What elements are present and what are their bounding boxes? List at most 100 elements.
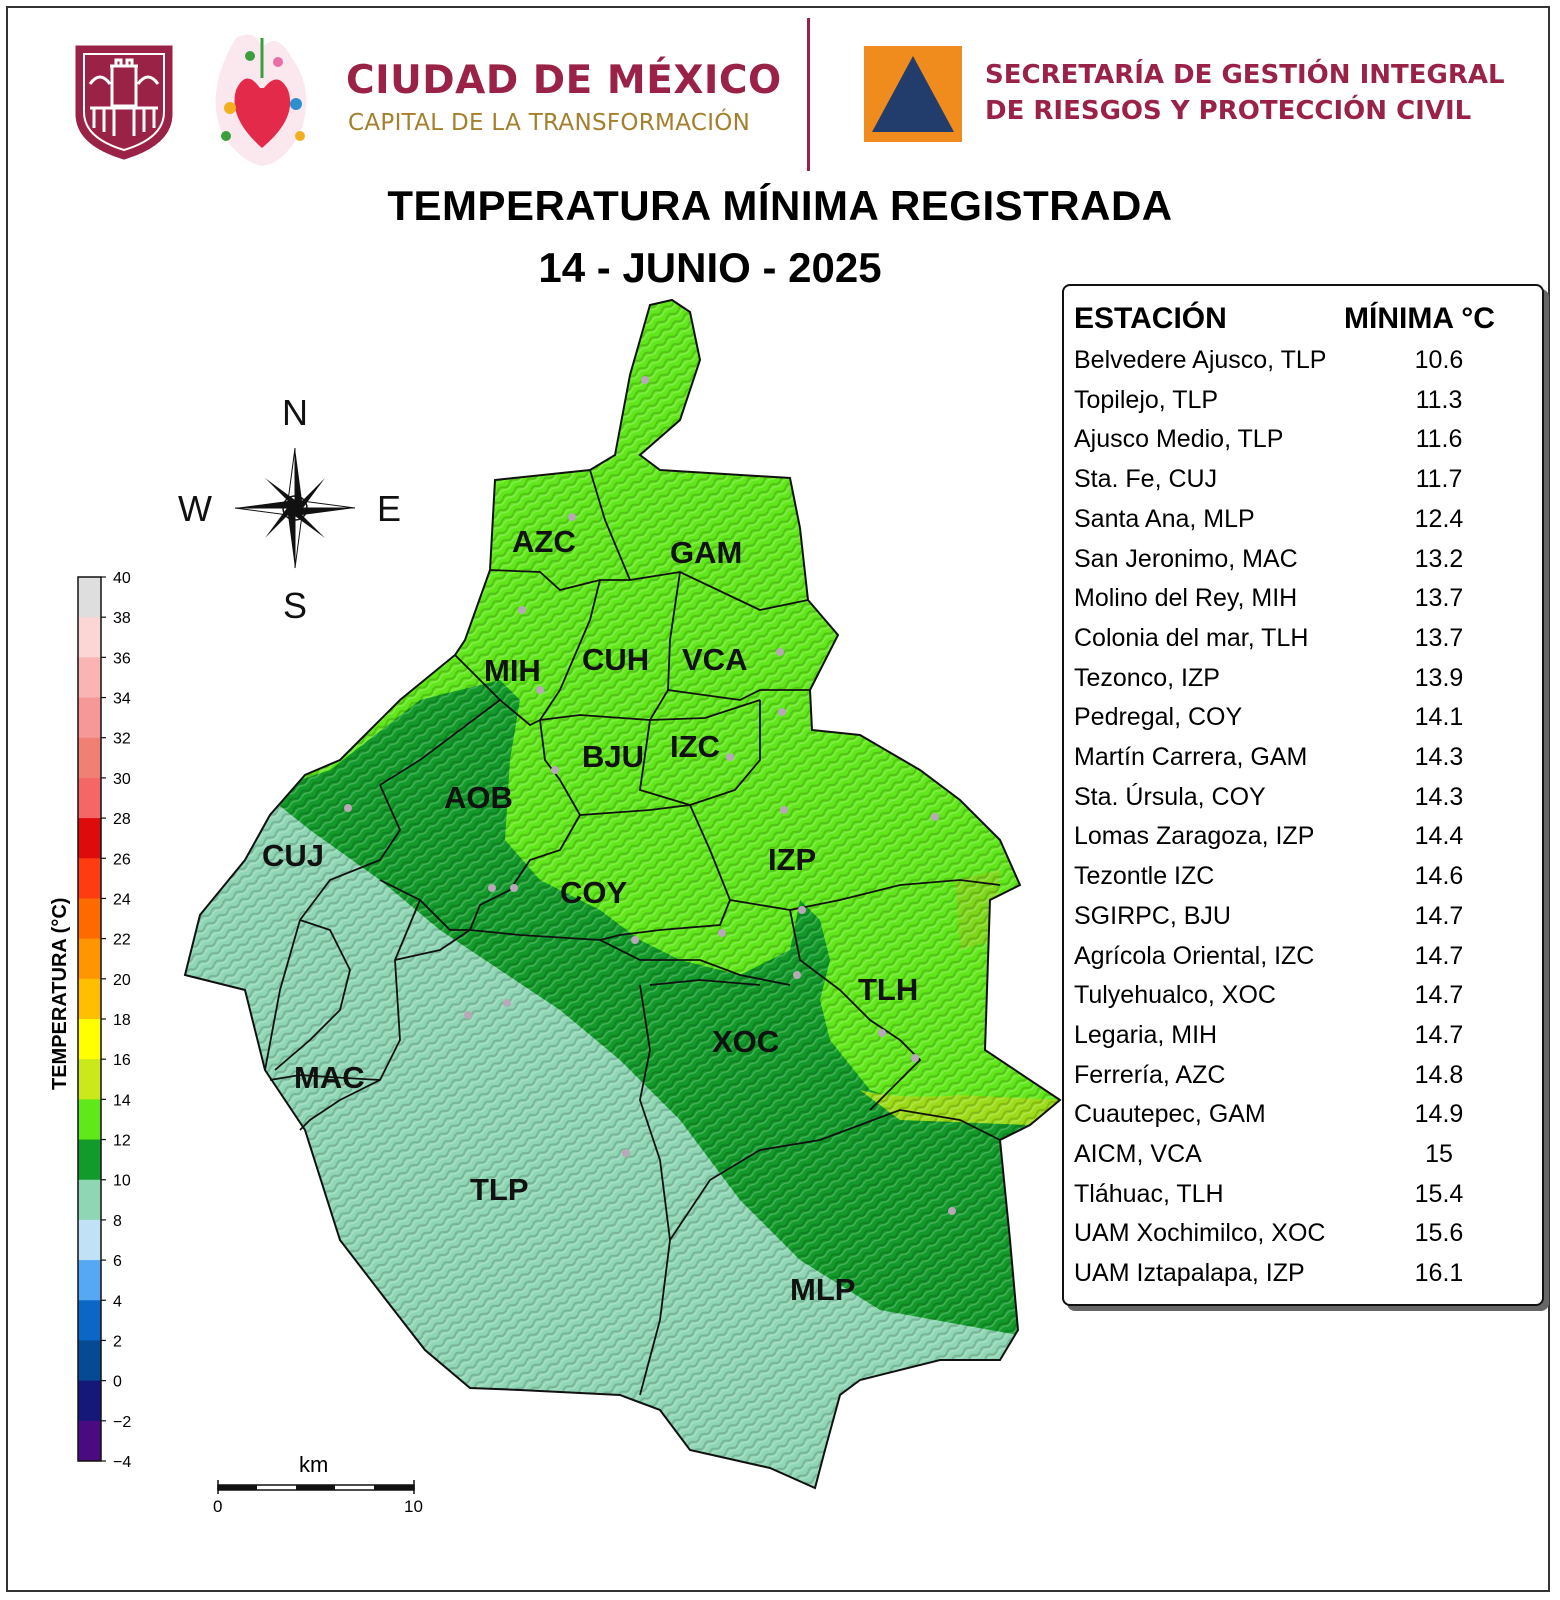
cdmx-title: CIUDAD DE MÉXICO xyxy=(346,58,782,103)
station-min-temp: 14.9 xyxy=(1414,1100,1464,1129)
colorbar-swatch xyxy=(78,777,101,819)
colorbar-title: TEMPERATURA (°C) xyxy=(49,898,71,1090)
table-row: Tulyehualco, XOC 14.7 xyxy=(1074,981,1534,1021)
station-name: Colonia del mar, TLH xyxy=(1074,623,1309,652)
station-name: Pedregal, COY xyxy=(1074,703,1243,732)
station-name: UAM Xochimilco, XOC xyxy=(1074,1219,1326,1248)
page-frame xyxy=(6,6,1550,1592)
colorbar-tick-label: 30 xyxy=(113,771,131,788)
table-row: Colonia del mar, TLH 13.7 xyxy=(1074,624,1534,664)
station-name: Lomas Zaragoza, IZP xyxy=(1074,822,1315,851)
colorbar-swatch xyxy=(78,938,101,980)
colorbar-tick-label: −4 xyxy=(113,1454,131,1471)
municipality-label-izc: IZC xyxy=(670,729,720,764)
colorbar-swatch xyxy=(78,1219,101,1261)
municipality-label-gam: GAM xyxy=(670,535,742,570)
colorbar-tick-label: 34 xyxy=(113,691,131,708)
table-row: San Jeronimo, MAC 13.2 xyxy=(1074,545,1534,585)
station-min-temp: 15 xyxy=(1425,1140,1453,1168)
station-name: Legaria, MIH xyxy=(1074,1020,1218,1049)
station-min-temp: 14.3 xyxy=(1414,782,1464,811)
compass-rose xyxy=(234,447,356,569)
station-name: Agrícola Oriental, IZC xyxy=(1074,941,1315,970)
colorbar-swatch xyxy=(78,1420,101,1462)
colorbar-swatch xyxy=(78,1059,101,1100)
table-row: Martín Carrera, GAM 14.3 xyxy=(1074,743,1534,783)
station-marker xyxy=(726,753,734,761)
colorbar-swatch xyxy=(78,1019,101,1060)
station-min-temp: 13.7 xyxy=(1414,584,1464,613)
municipality-label-mac: MAC xyxy=(294,1060,365,1095)
station-min-temp: 16.1 xyxy=(1414,1259,1464,1288)
municipality-label-azc: AZC xyxy=(512,524,576,559)
table-row: Sta. Fe, CUJ 11.7 xyxy=(1074,465,1534,505)
station-min-temp: 11.7 xyxy=(1415,465,1463,494)
colorbar-tick-label: 12 xyxy=(113,1133,131,1150)
cdmx-heart-logo xyxy=(215,34,307,167)
municipality-label-izp: IZP xyxy=(768,842,816,877)
colorbar-tick-label: 36 xyxy=(113,650,131,667)
station-marker xyxy=(948,1207,956,1215)
station-marker xyxy=(464,1011,472,1019)
agency-name-line2: DE RIESGOS Y PROTECCIÓN CIVIL xyxy=(985,96,1472,126)
table-row: Tezontle IZC 14.6 xyxy=(1074,862,1534,902)
station-marker xyxy=(510,884,518,892)
colorbar-swatch xyxy=(78,1300,101,1341)
station-name: SGIRPC, BJU xyxy=(1074,901,1231,930)
colorbar-swatch xyxy=(78,1340,101,1382)
station-marker xyxy=(778,708,786,716)
compass-north: N xyxy=(282,392,308,433)
station-min-temp: 13.7 xyxy=(1414,623,1464,652)
colorbar-swatch xyxy=(78,617,101,658)
municipality-label-cuh: CUH xyxy=(582,642,649,677)
station-marker xyxy=(793,971,801,979)
station-name: Topilejo, TLP xyxy=(1074,385,1219,414)
station-marker xyxy=(518,606,526,614)
station-name: San Jeronimo, MAC xyxy=(1074,544,1298,573)
station-marker xyxy=(503,999,511,1007)
scale-bar xyxy=(217,1480,415,1494)
station-min-temp: 14.7 xyxy=(1414,941,1464,970)
colorbar-tick-label: 40 xyxy=(113,570,131,587)
scale-start: 0 xyxy=(213,1497,222,1516)
colorbar-tick-label: 8 xyxy=(113,1213,122,1230)
scale-end: 10 xyxy=(404,1497,423,1516)
station-name: Belvedere Ajusco, TLP xyxy=(1074,346,1327,374)
table-row: Agrícola Oriental, IZC 14.7 xyxy=(1074,942,1534,982)
station-marker xyxy=(641,376,649,384)
station-min-temp: 13.9 xyxy=(1414,663,1464,692)
colorbar-tick-label: 2 xyxy=(113,1333,122,1350)
station-min-temp: 14.7 xyxy=(1414,981,1464,1010)
municipality-label-tlh: TLH xyxy=(858,972,918,1007)
colorbar-swatch xyxy=(78,818,101,859)
station-min-temp: 14.7 xyxy=(1414,1020,1464,1049)
table-row: SGIRPC, BJU 14.7 xyxy=(1074,902,1534,942)
station-min-temp: 15.6 xyxy=(1414,1219,1464,1248)
table-row: Ajusco Medio, TLP 11.6 xyxy=(1074,425,1534,465)
colorbar-tick-label: 24 xyxy=(113,891,131,908)
station-name: AICM, VCA xyxy=(1074,1140,1202,1168)
table-row: Ferrería, AZC 14.8 xyxy=(1074,1061,1534,1101)
colorbar-tick-label: 0 xyxy=(113,1374,122,1391)
table-row: Belvedere Ajusco, TLP 10.6 xyxy=(1074,346,1534,386)
table-row: UAM Xochimilco, XOC 15.6 xyxy=(1074,1219,1534,1259)
municipality-label-cuj: CUJ xyxy=(262,838,324,873)
agency-name-line1: SECRETARÍA DE GESTIÓN INTEGRAL xyxy=(985,60,1505,90)
station-markers xyxy=(344,376,956,1215)
table-row: Sta. Úrsula, COY 14.3 xyxy=(1074,783,1534,823)
table-row: Lomas Zaragoza, IZP 14.4 xyxy=(1074,822,1534,862)
table-row: Topilejo, TLP 11.3 xyxy=(1074,386,1534,426)
station-marker xyxy=(798,906,806,914)
municipality-label-vca: VCA xyxy=(682,642,747,677)
table-row: AICM, VCA 15 xyxy=(1074,1140,1534,1180)
colorbar-tick-label: 28 xyxy=(113,811,131,828)
colorbar-tick-label: 4 xyxy=(113,1293,122,1310)
station-name: Ferrería, AZC xyxy=(1074,1060,1226,1089)
colorbar-swatch xyxy=(78,577,101,618)
station-marker xyxy=(622,1149,630,1157)
station-name: Martín Carrera, GAM xyxy=(1074,743,1308,771)
station-marker xyxy=(488,884,496,892)
station-marker xyxy=(931,813,939,821)
station-name: Sta. Fe, CUJ xyxy=(1074,465,1218,494)
station-name: Tezontle IZC xyxy=(1074,862,1215,891)
